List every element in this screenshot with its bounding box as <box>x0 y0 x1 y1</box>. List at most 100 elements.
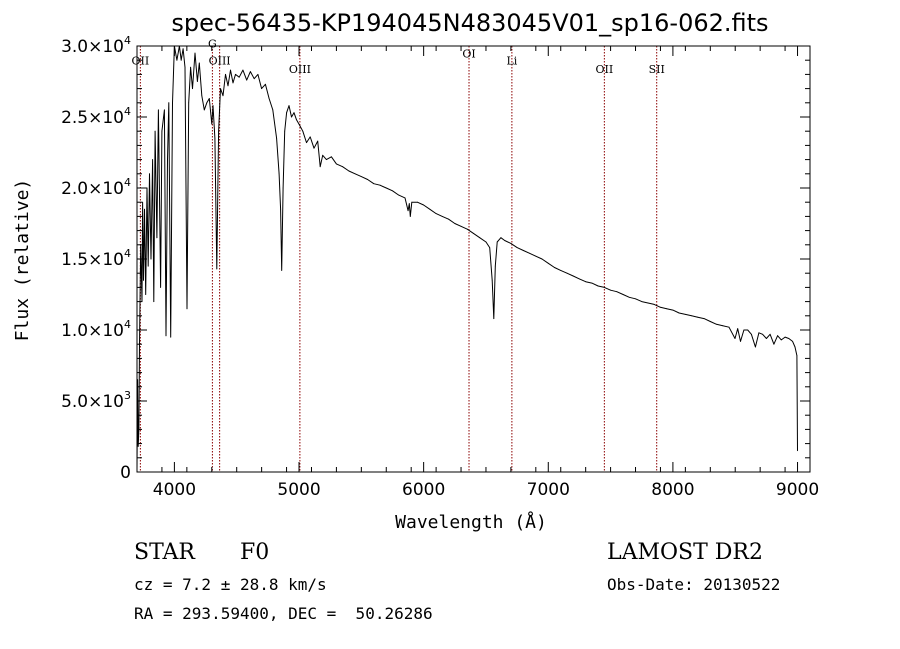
spectrum-point <box>182 48 184 50</box>
spectrum-point <box>591 282 593 284</box>
x-tick-label: 5000 <box>277 480 320 500</box>
spectrum-point <box>144 208 145 210</box>
spectrum-point <box>541 258 543 260</box>
spectrum-point <box>494 265 496 267</box>
x-tick-label: 6000 <box>402 480 445 500</box>
spectrum-point <box>777 335 778 337</box>
spectrum-point <box>188 102 190 104</box>
spectrum-point <box>230 69 231 71</box>
spectral-line-label: OII <box>132 54 150 67</box>
spectrum-point <box>635 298 636 300</box>
spectrum-point <box>408 203 410 205</box>
spectrum-point <box>160 287 162 288</box>
spectrum-point <box>454 223 456 224</box>
spectrum-point <box>516 247 518 249</box>
spectrum-point <box>737 328 739 329</box>
spectrum-point <box>143 279 144 281</box>
y-tick-label: 2.0×104 <box>61 176 131 199</box>
sky-coordinates: RA = 293.59400, DEC = 50.26286 <box>134 604 433 623</box>
spectrum-point <box>167 159 168 161</box>
y-tick-exponent: 4 <box>124 105 131 118</box>
spectrum-point <box>716 323 717 325</box>
spectrum-point <box>766 338 767 339</box>
spectrum-point <box>309 136 311 138</box>
spectrum-point <box>142 201 144 203</box>
spectrum-point <box>672 309 674 311</box>
y-tick-exponent: 3 <box>124 389 131 402</box>
y-tick-mantissa: 2.5×10 <box>61 108 124 128</box>
spectrum-point <box>523 250 524 251</box>
x-tick-label: 8000 <box>651 480 694 500</box>
spectrum-point <box>293 112 295 114</box>
spectrum-point <box>560 270 562 271</box>
spectrum-point <box>407 210 409 212</box>
spectrum-point <box>641 301 643 302</box>
spectral-line-label: OI <box>462 47 475 60</box>
spectrum-point <box>156 237 158 239</box>
spectrum-point <box>734 338 736 339</box>
spectrum-point <box>460 225 462 227</box>
spectrum-point <box>409 216 411 217</box>
spectrum-point <box>435 213 437 215</box>
spectrum-point <box>265 83 266 85</box>
spectrum-point <box>448 218 449 220</box>
spectrum-point <box>165 335 167 337</box>
spectrum-point <box>489 247 491 249</box>
spectrum-point <box>354 173 356 175</box>
spectrum-point <box>610 289 611 291</box>
spectral-subclass: F0 <box>240 540 270 565</box>
spectrum-point <box>379 184 381 186</box>
spectrum-point <box>216 268 218 270</box>
spectrum-point <box>152 159 154 161</box>
spectrum-point <box>194 52 196 54</box>
y-tick-mantissa: 1.0×10 <box>61 321 124 341</box>
spectrum-point <box>404 197 406 199</box>
spectrum-point <box>149 173 150 175</box>
spectrum-point <box>218 130 220 132</box>
spectrum-point <box>504 240 506 241</box>
spectrum-point <box>211 123 213 125</box>
spectrum-point <box>238 76 240 78</box>
spectrum-point <box>145 294 147 295</box>
survey-name: LAMOST DR2 <box>607 540 763 565</box>
spectrum-point <box>794 346 796 348</box>
spectrum-point <box>164 109 165 111</box>
y-tick-mantissa: 2.0×10 <box>61 179 124 199</box>
spectrum-point <box>685 314 686 315</box>
spectrum-point <box>206 102 208 104</box>
spectrum-point <box>276 137 277 139</box>
spectrum-point <box>417 201 418 203</box>
spectrum-point <box>317 140 319 142</box>
spectrum-point <box>797 450 798 452</box>
spectrum-line <box>136 45 798 470</box>
spectrum-point <box>703 318 705 319</box>
spectrum-point <box>722 325 724 327</box>
spectrum-point <box>535 255 537 257</box>
x-tick-label: 7000 <box>527 480 570 500</box>
spectrum-point <box>709 321 711 322</box>
spectrum-point <box>313 147 315 149</box>
y-tick-label: 3.0×104 <box>61 34 131 57</box>
spectrum-point <box>253 78 255 80</box>
spectrum-point <box>622 294 624 295</box>
spectrum-point <box>616 291 618 293</box>
y-axis-label: Flux (relative) <box>12 179 33 342</box>
spectrum-point <box>197 81 198 82</box>
observation-date: Obs-Date: 20130522 <box>607 575 781 594</box>
spectral-line-label: OIII <box>289 63 311 76</box>
spectrum-point <box>597 285 599 287</box>
spectrum-point <box>158 109 159 111</box>
spectrum-point <box>429 208 431 210</box>
spectrum-point <box>296 119 297 121</box>
spectrum-point <box>261 88 262 89</box>
spectrum-point <box>500 237 502 239</box>
y-tick-exponent: 4 <box>124 318 131 331</box>
y-tick-mantissa: 3.0×10 <box>61 37 124 57</box>
spectrum-point <box>554 267 555 268</box>
spectrum-point <box>268 98 270 99</box>
spectrum-point <box>284 130 286 132</box>
spectrum-point <box>529 252 530 254</box>
y-tick-label: 1.0×104 <box>61 318 131 341</box>
spectrum-point <box>485 241 487 243</box>
y-tick-exponent: 4 <box>124 247 131 260</box>
